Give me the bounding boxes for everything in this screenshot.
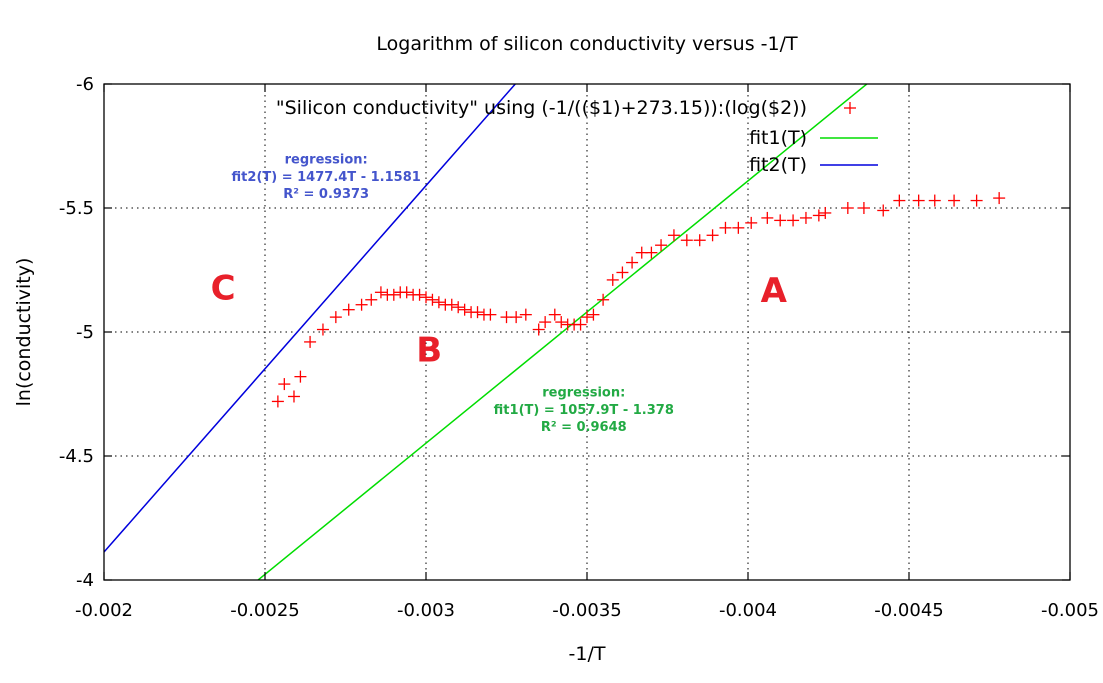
data-point: [819, 206, 832, 219]
legend-marker: [844, 102, 856, 114]
y-axis-label: ln(conductivity): [13, 258, 35, 407]
data-point: [555, 316, 568, 329]
data-point: [912, 194, 925, 207]
data-point: [387, 288, 400, 301]
data-point: [626, 256, 639, 269]
data-point: [706, 229, 719, 242]
x-tick-label: -0.0035: [552, 600, 621, 621]
data-point: [812, 209, 825, 222]
data-point: [374, 286, 387, 299]
data-point: [519, 308, 532, 321]
x-tick-label: -0.003: [397, 600, 455, 621]
data-point: [316, 323, 329, 336]
data-point: [693, 234, 706, 247]
legend-label: fit1(T): [749, 127, 807, 149]
data-point: [471, 306, 484, 319]
y-tick-label: -5: [76, 322, 94, 343]
data-point: [799, 211, 812, 224]
data-point: [877, 204, 890, 217]
data-point: [287, 390, 300, 403]
data-points: [271, 192, 1006, 408]
data-point: [581, 311, 593, 324]
y-tick-label: -4.5: [59, 446, 94, 467]
data-point: [452, 301, 465, 314]
data-point: [432, 296, 445, 309]
data-point: [271, 395, 284, 408]
data-point: [532, 323, 545, 336]
data-point: [587, 308, 600, 321]
data-point: [993, 192, 1006, 205]
fit2-line: [104, 84, 517, 553]
data-point: [445, 298, 458, 311]
legend-label: fit2(T): [749, 154, 807, 176]
fit1-regression-line: fit1(T) = 1057.9T - 1.378: [494, 403, 674, 418]
data-point: [304, 335, 317, 348]
data-point: [365, 293, 378, 306]
data-point: [893, 194, 906, 207]
data-point: [426, 293, 439, 306]
data-point: [458, 303, 471, 316]
x-tick-label: -0.002: [75, 600, 133, 621]
data-point: [484, 308, 497, 321]
data-point: [928, 194, 941, 207]
data-point: [342, 303, 355, 316]
data-point: [597, 293, 610, 306]
data-point: [645, 246, 658, 259]
data-point: [606, 273, 619, 286]
data-point: [841, 202, 854, 214]
legend-label: "Silicon conductivity" using (-1/(($1)+2…: [276, 97, 807, 119]
data-point: [616, 266, 629, 279]
legend: "Silicon conductivity" using (-1/(($1)+2…: [276, 97, 878, 176]
chart-title: Logarithm of silicon conductivity versus…: [376, 33, 798, 55]
x-tick-label: -0.004: [719, 600, 777, 621]
fit2-regression-line: R² = 0.9373: [283, 187, 369, 202]
data-point: [420, 291, 432, 304]
fit1-regression-line: R² = 0.9648: [541, 420, 627, 435]
data-point: [574, 318, 587, 331]
data-point: [774, 214, 787, 227]
grid: [104, 84, 1070, 580]
data-point: [355, 298, 368, 311]
data-point: [400, 286, 413, 299]
data-point: [510, 311, 523, 324]
x-tick-label: -0.005: [1041, 600, 1099, 621]
data-point: [857, 202, 870, 214]
x-tick-label: -0.0025: [230, 600, 299, 621]
data-point: [548, 308, 561, 321]
data-point: [719, 221, 732, 234]
data-point: [970, 194, 983, 207]
data-point: [329, 311, 342, 324]
fit1-regression-line: regression:: [542, 386, 625, 401]
data-point: [655, 239, 668, 252]
data-point: [745, 216, 758, 229]
y-tick-label: -6: [76, 74, 94, 95]
data-point: [787, 214, 800, 227]
fit2-regression-line: regression:: [285, 152, 368, 167]
data-point: [413, 288, 426, 301]
data-point: [732, 221, 745, 234]
data-point: [294, 370, 307, 383]
region-c-label: C: [211, 268, 236, 308]
data-point: [948, 194, 961, 207]
x-axis-label: -1/T: [569, 643, 606, 665]
fit2-regression-line: fit2(T) = 1477.4T - 1.1581: [232, 170, 421, 185]
data-point: [680, 234, 693, 247]
region-b-label: B: [416, 330, 442, 370]
y-tick-label: -4: [76, 570, 94, 591]
data-point: [761, 211, 774, 224]
region-a-label: A: [761, 271, 788, 311]
data-point: [667, 229, 680, 242]
axis-ticks: -0.002 -0.0025 -0.003 -0.0035 -0.004 -0.0045 -…: [59, 74, 1099, 621]
data-point: [539, 316, 552, 329]
data-point: [278, 378, 291, 391]
y-tick-label: -5.5: [59, 198, 94, 219]
x-tick-label: -0.0045: [874, 600, 943, 621]
